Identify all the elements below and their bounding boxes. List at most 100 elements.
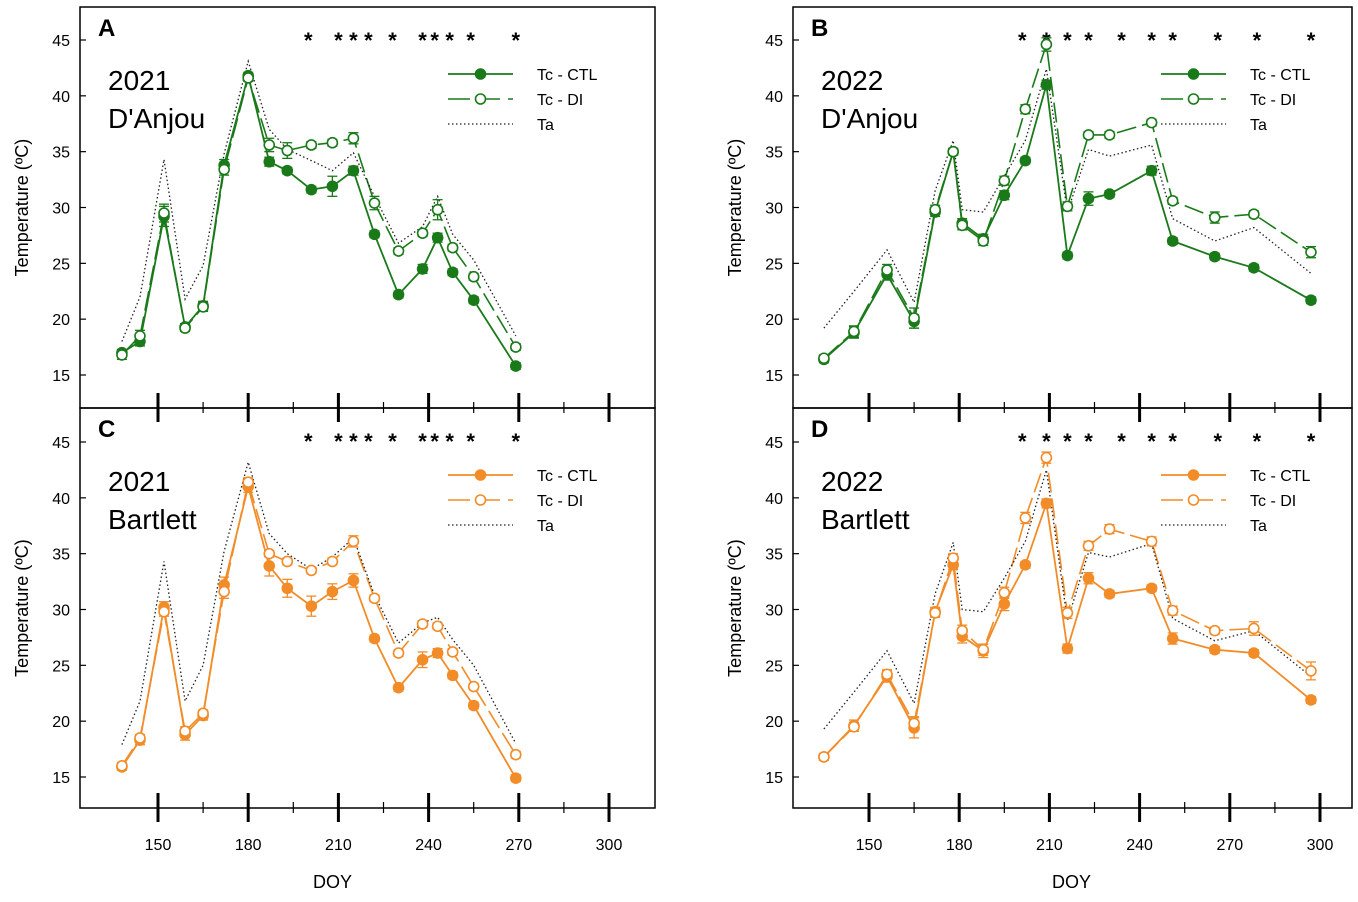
- significance-star: *: [1018, 429, 1027, 454]
- significance-star: *: [466, 429, 475, 454]
- legend-marker: [1187, 469, 1200, 481]
- significance-star: *: [1307, 28, 1316, 53]
- data-point-di: [179, 725, 191, 738]
- data-point-di: [281, 144, 294, 157]
- x-tick-label: 210: [1036, 837, 1063, 854]
- data-point-ctl: [392, 288, 405, 301]
- data-point-di: [848, 720, 860, 733]
- data-point-di: [956, 624, 969, 637]
- data-point-ctl: [1103, 188, 1116, 200]
- data-point-ctl: [416, 653, 429, 666]
- data-point-di: [1166, 604, 1179, 617]
- data-point-ctl: [1305, 694, 1317, 706]
- y-tick-label: 20: [765, 312, 783, 329]
- x-tick-label: 180: [235, 837, 262, 854]
- data-point-ctl: [1248, 261, 1260, 274]
- legend-marker: [1187, 93, 1200, 105]
- data-point-di: [281, 555, 294, 568]
- x-tick-label: 240: [1126, 837, 1153, 854]
- data-point-ctl: [281, 164, 294, 177]
- data-point-di: [881, 264, 893, 276]
- data-point-di: [1040, 451, 1053, 464]
- significance-star: *: [1253, 28, 1262, 53]
- data-point-di: [392, 245, 405, 257]
- y-tick-label: 25: [52, 256, 70, 273]
- significance-star: *: [1018, 28, 1027, 53]
- data-point-di: [818, 352, 830, 365]
- data-point-ctl: [431, 647, 444, 659]
- y-tick-label: 45: [765, 33, 783, 50]
- x-tick-label: 300: [1307, 837, 1334, 854]
- data-point-di: [431, 620, 444, 633]
- x-tick-label: 270: [1216, 837, 1243, 854]
- legend-label: Tc - CTL: [1250, 67, 1311, 84]
- data-point-ctl: [347, 574, 360, 587]
- data-point-di: [1305, 246, 1317, 258]
- legend-label: Tc - CTL: [537, 67, 598, 84]
- series-line-ta: [823, 469, 1312, 730]
- panel-label: A: [98, 15, 115, 42]
- significance-star: *: [1084, 429, 1093, 454]
- significance-star: *: [1117, 429, 1126, 454]
- data-point-ctl: [326, 585, 339, 598]
- data-point-di: [1061, 607, 1074, 619]
- panel-label: D: [811, 416, 828, 443]
- y-axis-label: Temperature (ºC): [725, 139, 745, 277]
- data-point-ctl: [446, 669, 459, 682]
- data-point-di: [1082, 540, 1095, 552]
- data-point-ctl: [1040, 78, 1053, 91]
- data-point-ctl: [446, 266, 459, 279]
- data-point-ctl: [467, 699, 480, 712]
- y-tick-label: 30: [52, 603, 70, 620]
- data-point-di: [179, 322, 191, 334]
- x-axis-label: DOY: [1052, 872, 1091, 892]
- data-point-di: [1166, 195, 1179, 207]
- significance-star: *: [430, 28, 439, 53]
- data-point-ctl: [1082, 192, 1095, 205]
- panel-d: 15 20 25 30 35 40 45 150 180 210 240 270 300 Temperat…: [725, 407, 1353, 892]
- data-point-di: [881, 668, 893, 681]
- significance-star: *: [1063, 28, 1072, 53]
- data-point-di: [1145, 116, 1158, 129]
- significance-star: *: [1168, 28, 1177, 53]
- cultivar-label: D'Anjou: [108, 103, 205, 134]
- year-label: 2022: [821, 466, 883, 497]
- data-point-ctl: [263, 560, 276, 572]
- x-tick-label: 150: [145, 837, 172, 854]
- significance-star: *: [512, 28, 521, 53]
- legend-label: Ta: [537, 518, 554, 535]
- data-point-ctl: [368, 632, 381, 645]
- significance-star: *: [445, 28, 454, 53]
- y-tick-label: 35: [765, 547, 783, 564]
- y-tick-label: 15: [52, 770, 70, 787]
- data-point-di: [368, 197, 381, 209]
- data-point-ctl: [1061, 249, 1074, 262]
- y-tick-label: 25: [765, 658, 783, 675]
- data-point-ctl: [431, 231, 444, 244]
- data-point-di: [1103, 129, 1116, 141]
- data-point-di: [1248, 208, 1260, 220]
- y-tick-label: 20: [52, 714, 70, 731]
- data-point-di: [197, 707, 209, 720]
- significance-star: *: [1042, 429, 1051, 454]
- data-point-di: [347, 535, 360, 548]
- y-tick-label: 20: [52, 312, 70, 329]
- x-axis-label: DOY: [313, 872, 352, 892]
- data-point-di: [908, 717, 920, 730]
- y-tick-label: 40: [765, 491, 783, 508]
- data-point-di: [368, 592, 381, 605]
- data-point-di: [347, 132, 360, 145]
- data-point-ctl: [368, 228, 381, 241]
- data-point-di: [929, 607, 941, 619]
- legend-label: Tc - DI: [1250, 92, 1296, 109]
- significance-star: *: [388, 429, 397, 454]
- data-point-di: [929, 203, 941, 216]
- data-point-di: [1019, 512, 1032, 524]
- significance-star: *: [304, 429, 313, 454]
- legend-label: Tc - DI: [537, 493, 583, 510]
- data-point-di: [1305, 665, 1317, 677]
- significance-star: *: [512, 429, 521, 454]
- significance-star: *: [364, 28, 373, 53]
- data-point-ctl: [1061, 642, 1074, 655]
